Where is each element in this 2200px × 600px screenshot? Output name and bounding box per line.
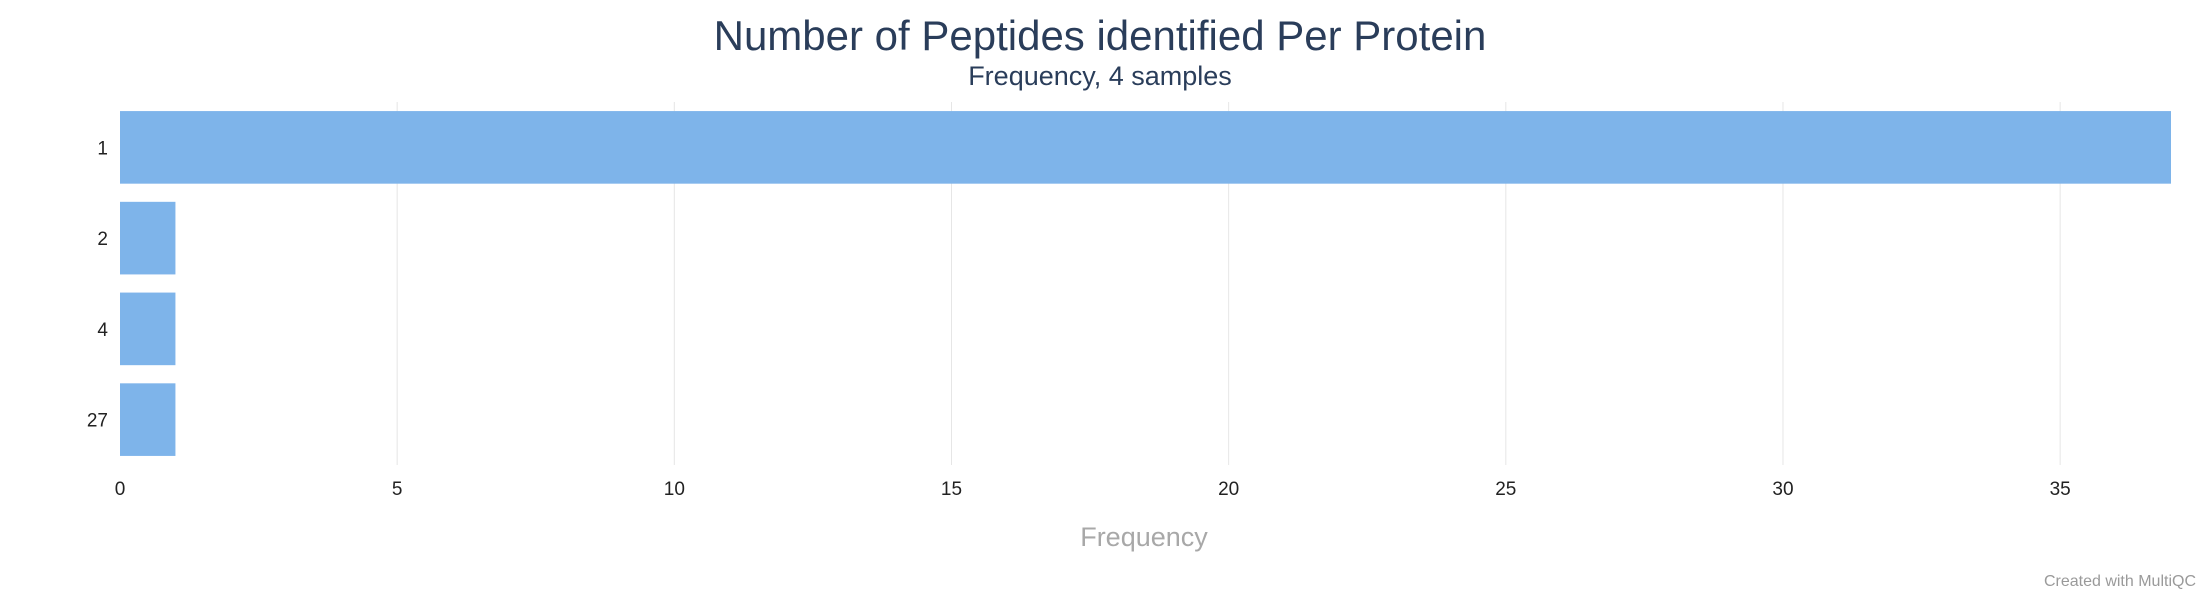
bar[interactable] [120,292,176,366]
x-tick-label: 0 [115,479,126,500]
bar[interactable] [120,383,176,456]
x-tick-label: 35 [2050,479,2071,500]
x-tick-label: 15 [941,479,962,500]
bars [120,111,2171,456]
bar[interactable] [120,111,2171,184]
y-tick-label: 1 [97,138,108,159]
bar[interactable] [120,201,176,275]
x-tick-label: 20 [1218,479,1239,500]
y-tick-label: 2 [97,229,108,250]
x-tick-label: 30 [1772,479,1793,500]
x-axis-title: Frequency [1080,522,1208,552]
x-tick-label: 25 [1495,479,1516,500]
x-tick-label: 10 [664,479,685,500]
x-axis-ticks: 0 5 10 15 20 25 30 35 [115,479,2071,500]
y-tick-label: 27 [87,411,108,432]
chart-title: Number of Peptides identified Per Protei… [714,12,1487,59]
x-tick-label: 5 [392,479,403,500]
y-tick-label: 4 [97,320,108,341]
y-axis-ticks: 1 2 4 27 [87,138,109,431]
chart-subtitle: Frequency, 4 samples [968,61,1232,91]
credit-text: Created with MultiQC [2044,573,2196,590]
